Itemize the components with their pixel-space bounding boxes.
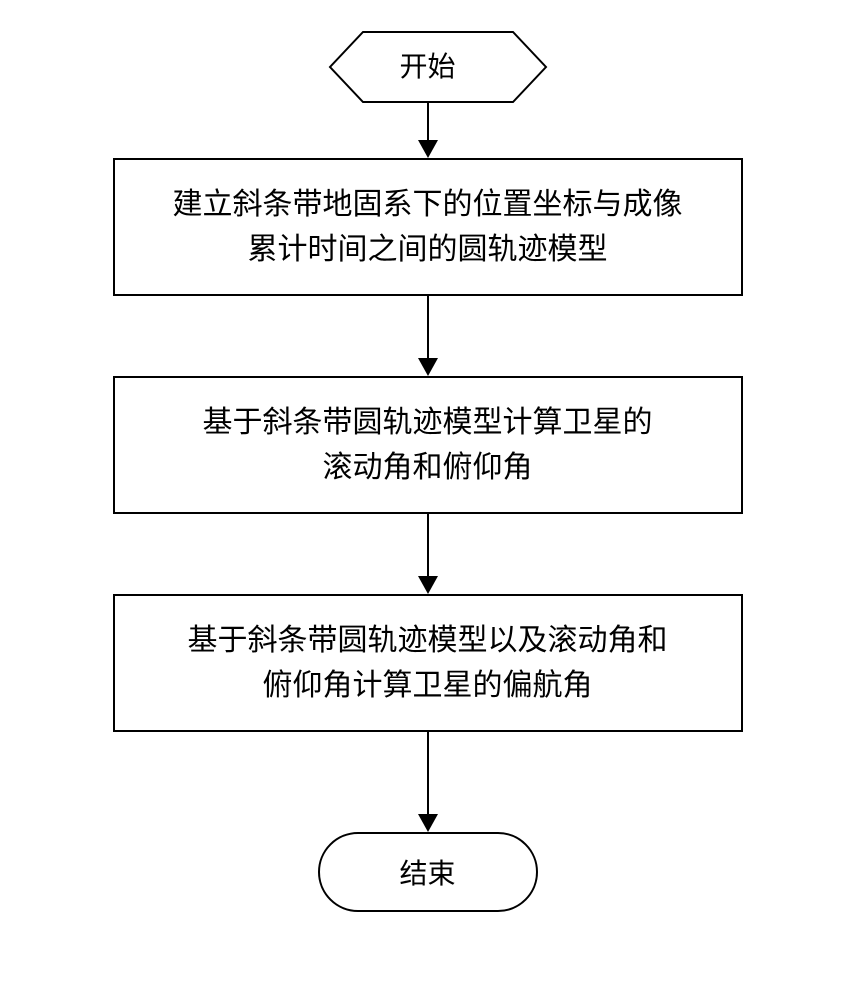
arrow-line [427,296,429,358]
start-node: 开始 [328,30,528,100]
process-2-line2: 滚动角和俯仰角 [323,445,533,490]
process-3-line1: 基于斜条带圆轨迹模型以及滚动角和 [188,618,668,663]
process-3-line2: 俯仰角计算卫星的偏航角 [263,663,593,708]
arrow-start-to-p1 [418,100,438,158]
arrow-line [427,100,429,140]
arrow-head-icon [418,576,438,594]
arrow-p3-to-end [418,732,438,832]
process-1-line1: 建立斜条带地固系下的位置坐标与成像 [173,182,683,227]
process-box-3: 基于斜条带圆轨迹模型以及滚动角和 俯仰角计算卫星的偏航角 [113,594,743,732]
end-node: 结束 [318,832,538,912]
arrow-head-icon [418,358,438,376]
end-label: 结束 [399,852,455,892]
arrow-head-icon [418,814,438,832]
process-box-1: 建立斜条带地固系下的位置坐标与成像 累计时间之间的圆轨迹模型 [113,158,743,296]
start-label: 开始 [399,45,455,85]
process-box-2: 基于斜条带圆轨迹模型计算卫星的 滚动角和俯仰角 [113,376,743,514]
process-2-line1: 基于斜条带圆轨迹模型计算卫星的 [203,400,653,445]
arrow-p2-to-p3 [418,514,438,594]
arrow-line [427,732,429,814]
arrow-line [427,514,429,576]
process-1-line2: 累计时间之间的圆轨迹模型 [248,227,608,272]
arrow-p1-to-p2 [418,296,438,376]
arrow-head-icon [418,140,438,158]
